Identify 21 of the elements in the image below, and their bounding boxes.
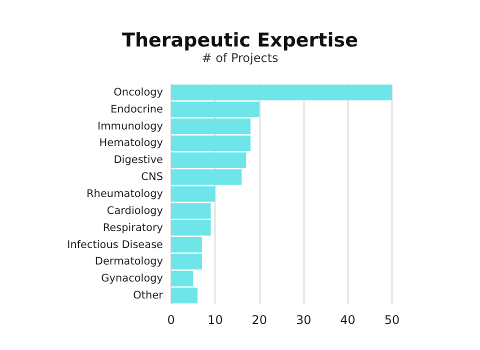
y-tick-label: Dermatology [94, 256, 163, 268]
x-tick-label: 20 [252, 313, 268, 327]
y-tick-label: Endocrine [110, 103, 163, 116]
x-tick-label: 50 [384, 313, 400, 327]
y-tick-label: CNS [141, 171, 164, 184]
x-tick-label: 0 [167, 313, 175, 327]
y-tick-label: Digestive [114, 154, 163, 166]
y-tick-label: Hematology [99, 137, 163, 150]
chart-subtitle: # of Projects [202, 51, 278, 65]
y-tick-label: Other [133, 290, 164, 302]
y-tick-label: Respiratory [102, 222, 163, 234]
y-tick-label: Oncology [114, 86, 163, 98]
y-tick-label: Cardiology [106, 204, 163, 217]
y-tick-label: Rheumatology [86, 188, 163, 200]
x-tick-label: 10 [208, 313, 223, 327]
y-tick-label: Gynacology [101, 272, 163, 285]
y-tick-label: Infectious Disease [67, 238, 163, 251]
x-tick-label: 40 [340, 313, 356, 327]
chart-title: Therapeutic Expertise [122, 30, 358, 52]
y-tick-label: Immunology [97, 120, 163, 132]
x-tick-label: 30 [296, 313, 312, 327]
